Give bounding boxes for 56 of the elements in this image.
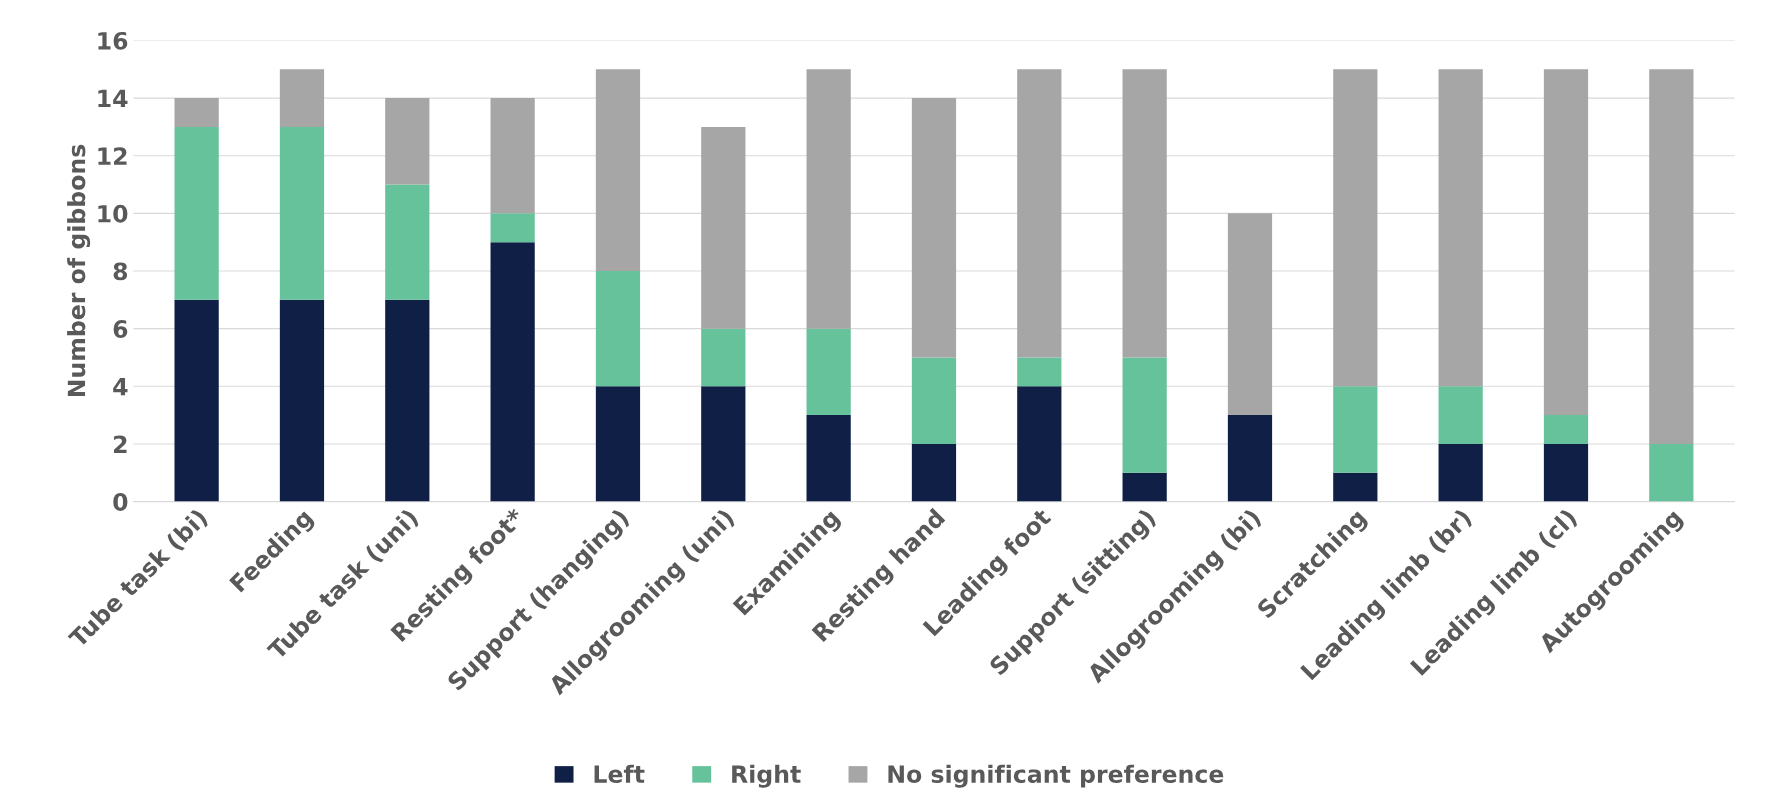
- bar: [1017, 386, 1062, 502]
- bar: [701, 386, 746, 502]
- y-axis-title: Number of gibbons: [67, 144, 91, 397]
- bar: [1333, 69, 1378, 387]
- bar: [911, 443, 957, 502]
- bar: [1017, 357, 1062, 387]
- bar: [701, 126, 746, 329]
- bar: [806, 69, 851, 329]
- legend-label: No significant preference: [888, 764, 1224, 788]
- bar: [1227, 213, 1273, 416]
- y-tick-label: 6: [113, 320, 128, 338]
- bar: [1122, 357, 1167, 473]
- bar: [911, 98, 957, 358]
- bar: [595, 69, 641, 272]
- bar: [1543, 415, 1589, 444]
- bar: [1543, 69, 1589, 416]
- bar: [1438, 443, 1483, 502]
- bar: [806, 415, 851, 502]
- bar: [1333, 386, 1378, 473]
- bar: [701, 328, 746, 387]
- bar: [385, 299, 430, 502]
- bar: [385, 98, 430, 185]
- y-tick-label: 8: [113, 262, 128, 281]
- bar: [911, 357, 957, 444]
- bar: [174, 126, 219, 300]
- bar: [490, 98, 535, 214]
- bar: [174, 98, 219, 127]
- bar: [1649, 69, 1694, 444]
- bar: [490, 213, 535, 243]
- bar: [595, 386, 641, 502]
- y-tick-label: 0: [113, 493, 128, 511]
- bar: [1017, 69, 1062, 358]
- bar: [279, 126, 325, 300]
- y-tick-label: 16: [98, 31, 128, 50]
- bar: [1438, 386, 1483, 444]
- bar: [595, 271, 641, 387]
- bar: [385, 184, 430, 300]
- bar: [1122, 472, 1167, 502]
- bar: [174, 299, 219, 502]
- bar: [1543, 443, 1589, 502]
- legend-label: Right: [732, 764, 801, 788]
- bar: [279, 69, 325, 127]
- bar: [1649, 443, 1694, 502]
- bar: [1227, 415, 1273, 502]
- y-tick-label: 2: [114, 435, 127, 453]
- bar: [490, 242, 535, 502]
- bar: [1333, 472, 1378, 502]
- y-tick-label: 14: [98, 89, 128, 108]
- y-tick-label: 4: [113, 378, 128, 396]
- bar: [806, 328, 851, 416]
- bar: [1122, 69, 1167, 358]
- legend-label: Left: [594, 764, 645, 783]
- y-tick-label: 10: [98, 204, 128, 223]
- bar: [279, 299, 325, 502]
- bar: [1438, 69, 1483, 387]
- y-tick-label: 12: [98, 147, 127, 165]
